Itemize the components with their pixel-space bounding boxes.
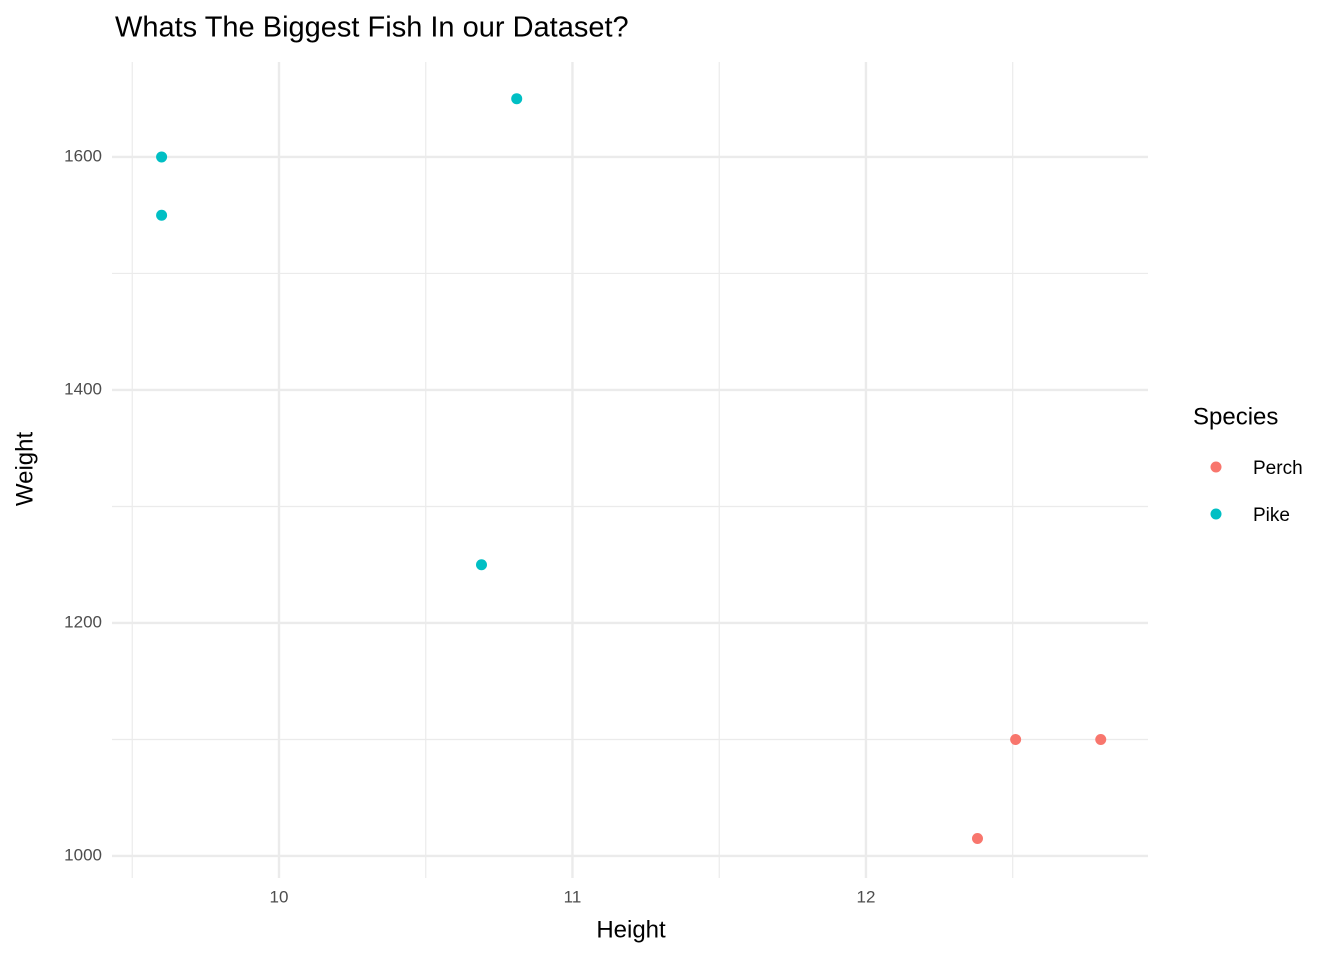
legend-label: Pike xyxy=(1253,505,1290,526)
point xyxy=(1095,733,1107,745)
legend-title: Species xyxy=(1193,403,1278,430)
grid xyxy=(112,62,1148,878)
y-tick-label: 1200 xyxy=(64,612,102,631)
point xyxy=(1010,733,1022,745)
point xyxy=(511,93,523,105)
chart-title: Whats The Biggest Fish In our Dataset? xyxy=(115,12,629,44)
legend-marker xyxy=(1210,461,1222,473)
x-tick-label: 11 xyxy=(564,887,582,906)
y-axis-title: Weight xyxy=(11,432,38,507)
y-tick-label: 1000 xyxy=(64,845,102,864)
y-tick-label: 1600 xyxy=(64,146,102,165)
x-tick-label: 10 xyxy=(270,887,289,906)
legend-label: Perch xyxy=(1253,458,1303,479)
x-tick-label: 12 xyxy=(857,887,876,906)
point xyxy=(156,151,168,163)
point xyxy=(475,559,487,571)
legend-marker xyxy=(1210,508,1222,520)
point xyxy=(971,833,983,845)
point xyxy=(156,209,168,221)
y-tick-label: 1400 xyxy=(64,379,102,398)
x-axis-title: Height xyxy=(596,916,666,943)
